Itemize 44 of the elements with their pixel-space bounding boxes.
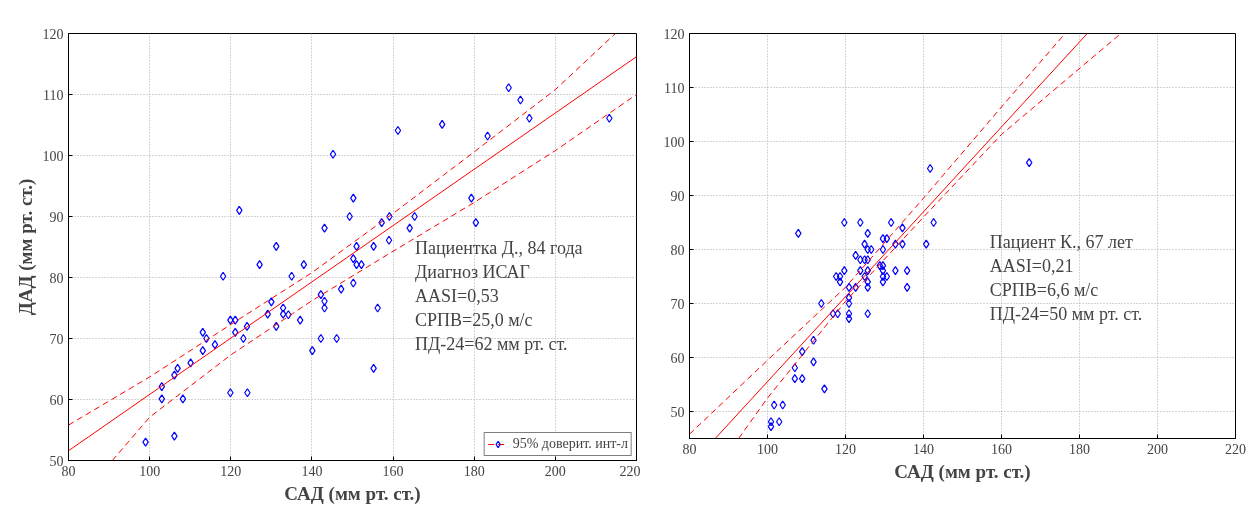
legend-label: 95% доверит. инт-л [512, 436, 628, 452]
x-tick-label: 200 [1147, 441, 1168, 457]
y-axis-title: ДАД (мм рт. ст.) [14, 178, 37, 316]
x-tick-label: 220 [1225, 441, 1246, 457]
x-axis-title: САД (мм рт. ст.) [284, 482, 421, 505]
x-tick-label: 140 [301, 463, 323, 479]
x-tick-label: 100 [139, 463, 161, 479]
y-tick-label: 90 [670, 188, 685, 204]
y-tick-label: 80 [670, 242, 685, 258]
y-tick-label: 70 [670, 296, 685, 312]
x-tick-label: 180 [463, 463, 485, 479]
y-tick-label: 120 [42, 26, 64, 42]
line-series [111, 94, 637, 461]
x-tick-label: 160 [991, 441, 1012, 457]
y-tick-label: 120 [663, 26, 685, 42]
y-tick-label: 80 [49, 270, 64, 286]
y-tick-label: 110 [43, 87, 64, 103]
x-tick-label: 100 [757, 441, 778, 457]
y-tick-label: 60 [49, 392, 64, 408]
y-tick-label: 70 [49, 331, 64, 347]
x-tick-label: 120 [835, 441, 856, 457]
y-tick-label: 100 [663, 134, 685, 150]
x-tick-label: 80 [682, 441, 697, 457]
y-tick-label: 100 [42, 148, 64, 164]
y-tick-label: 110 [664, 80, 685, 96]
annotation: AASI=0,21 [989, 255, 1074, 276]
x-tick-label: 160 [382, 463, 404, 479]
annotation: ПД-24=62 мм рт. ст. [414, 334, 568, 355]
y-tick-label: 50 [670, 404, 685, 420]
x-tick-label: 140 [913, 441, 934, 457]
annotation: ПД-24=50 мм рт. ст. [989, 303, 1143, 324]
x-tick-label: 200 [544, 463, 566, 479]
annotation: Пациент К., 67 лет [989, 231, 1134, 252]
x-axis-title: САД (мм рт. ст.) [894, 460, 1031, 483]
x-tick-label: 120 [220, 463, 242, 479]
annotation: СРПВ=25,0 м/с [414, 310, 533, 331]
y-tick-label: 90 [49, 209, 64, 225]
x-tick-label: 220 [619, 463, 641, 479]
annotation: СРПВ=6,6 м/с [989, 279, 1099, 300]
annotation: Диагноз ИСАГ [414, 262, 531, 283]
x-tick-label: 180 [1069, 441, 1090, 457]
annotation: Пациентка Д., 84 года [414, 238, 583, 259]
y-tick-label: 60 [670, 350, 685, 366]
annotation: AASI=0,53 [414, 286, 499, 307]
